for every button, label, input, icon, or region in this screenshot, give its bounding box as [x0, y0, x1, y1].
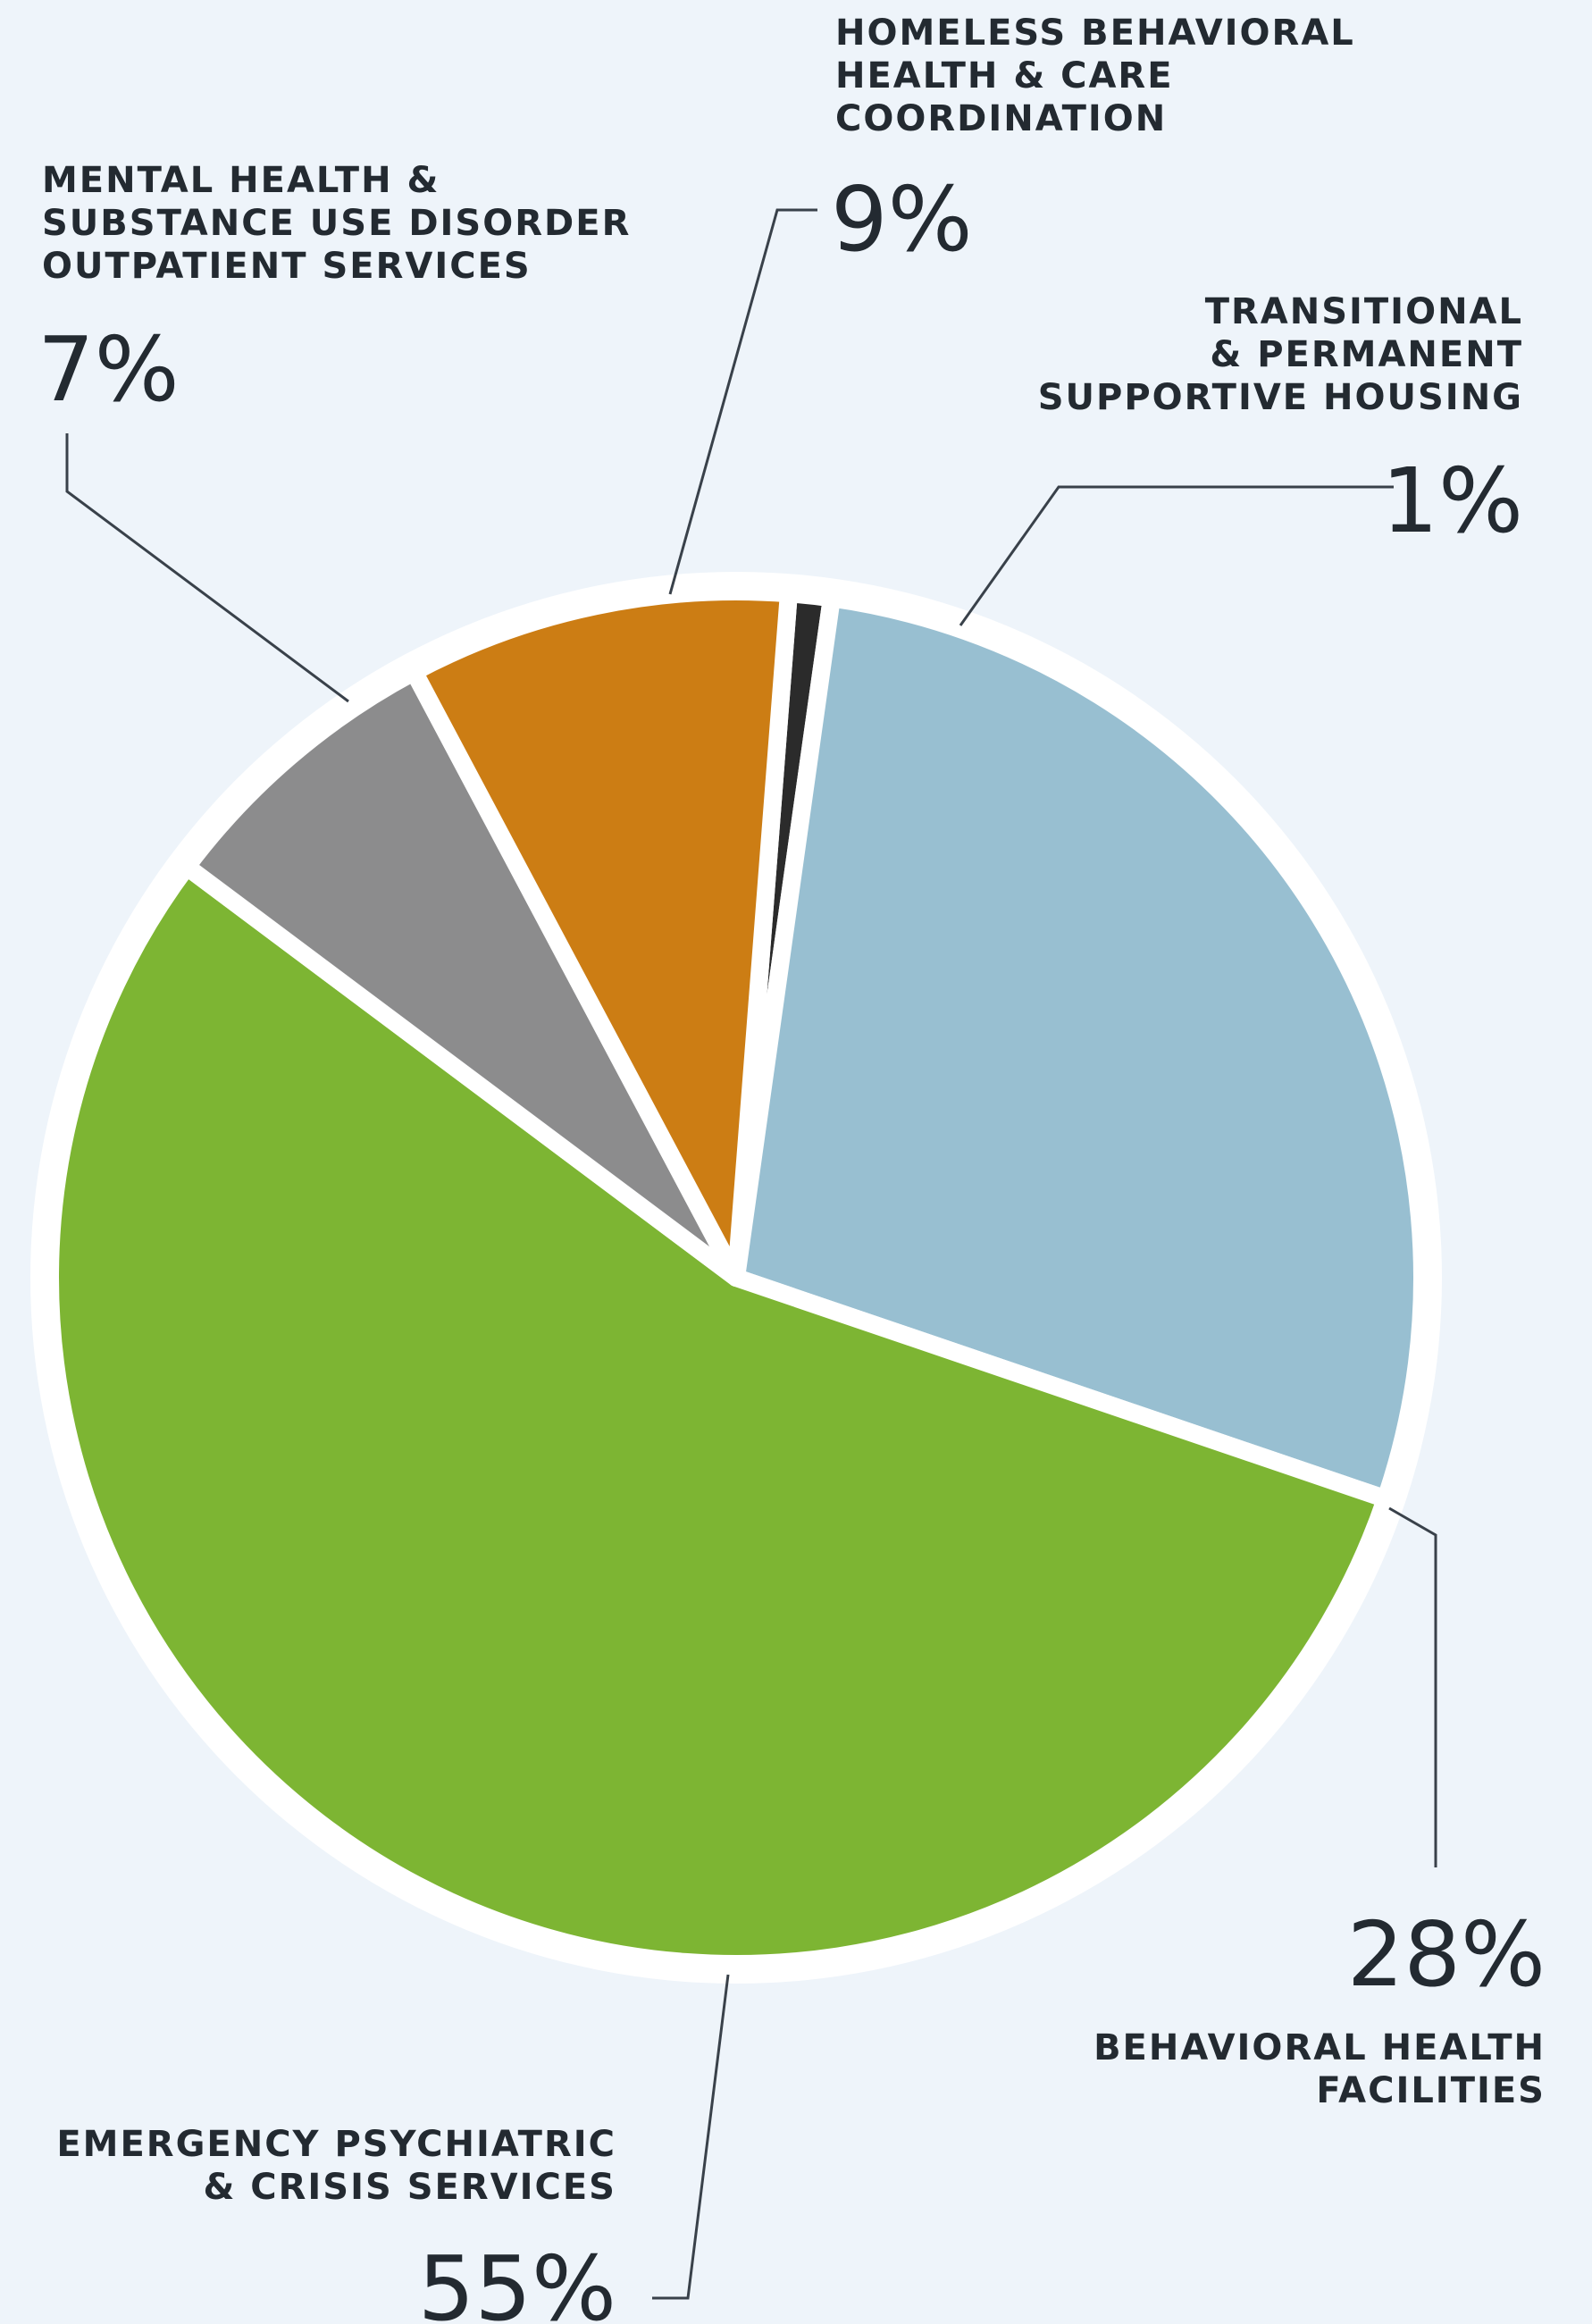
- pie-slice-1: [727, 589, 1432, 1508]
- leader-line-supportive-housing: [959, 485, 1394, 626]
- slice-value-label: 55%: [418, 2236, 616, 2324]
- callout-supportive-housing: TRANSITIONAL & PERMANENT SUPPORTIVE HOUS…: [1038, 291, 1523, 553]
- slice-label: TRANSITIONAL: [1205, 291, 1523, 332]
- slice-label: MENTAL HEALTH &: [42, 160, 440, 201]
- slice-label: HOMELESS BEHAVIORAL: [835, 13, 1355, 54]
- callout-outpatient-services: MENTAL HEALTH & SUBSTANCE USE DISORDER O…: [38, 160, 631, 422]
- pie-slice-2: [41, 857, 1395, 1973]
- slice-label: HEALTH & CARE: [835, 55, 1174, 96]
- slice-label: OUTPATIENT SERVICES: [42, 246, 532, 287]
- slice-value-label: 7%: [38, 317, 180, 422]
- leader-line-behavioral-facilities: [1388, 1506, 1437, 1867]
- slice-value-label: 28%: [1347, 1902, 1546, 2007]
- slice-label: COORDINATION: [835, 98, 1167, 139]
- callout-homeless-coordination: HOMELESS BEHAVIORAL HEALTH & CARE COORDI…: [831, 13, 1355, 272]
- slice-value-label: 9%: [831, 167, 973, 272]
- leader-line-emergency-services: [652, 1974, 730, 2300]
- slice-label: FACILITIES: [1316, 2070, 1546, 2111]
- slice-label: SUPPORTIVE HOUSING: [1038, 377, 1523, 418]
- slice-label: SUBSTANCE USE DISORDER: [42, 203, 631, 244]
- slice-label: EMERGENCY PSYCHIATRIC: [56, 2124, 616, 2165]
- leader-line-homeless-coordination: [668, 208, 817, 595]
- callout-emergency-services: EMERGENCY PSYCHIATRIC & CRISIS SERVICES …: [56, 2124, 616, 2324]
- slice-label: BEHAVIORAL HEALTH: [1093, 2027, 1546, 2068]
- slice-value-label: 1%: [1381, 449, 1523, 553]
- leader-line-outpatient-services: [65, 433, 349, 703]
- pie-slice-4: [405, 583, 798, 1287]
- callout-behavioral-facilities: 28% BEHAVIORAL HEALTH FACILITIES: [1093, 1902, 1546, 2111]
- slice-label: & PERMANENT: [1210, 334, 1523, 375]
- pie-slices: [41, 583, 1432, 1973]
- pie-slice-3: [178, 662, 745, 1287]
- slice-label: & CRISIS SERVICES: [203, 2167, 616, 2208]
